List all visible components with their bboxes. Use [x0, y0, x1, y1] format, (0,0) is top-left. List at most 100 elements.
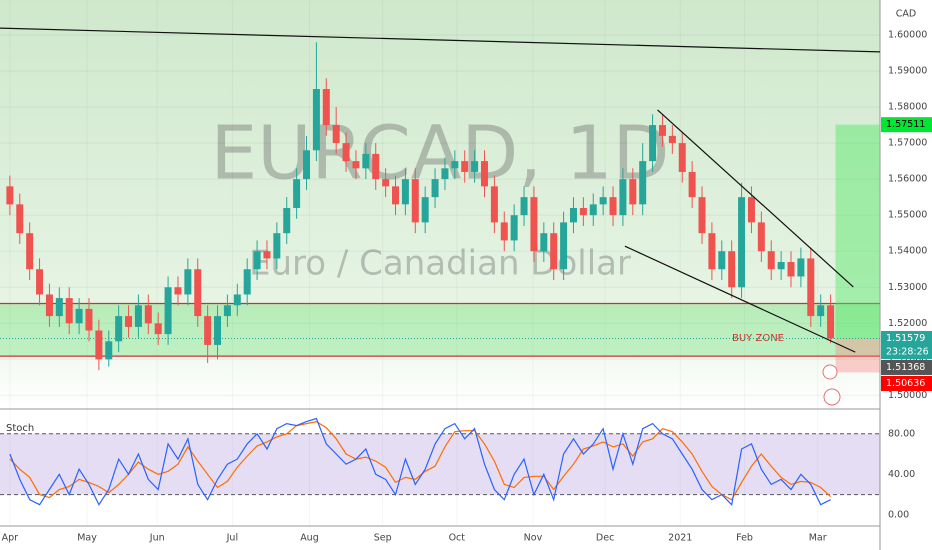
position-target — [835, 124, 880, 339]
candle-body — [767, 251, 775, 270]
candle-body — [520, 197, 528, 216]
candle-body — [560, 222, 568, 270]
candle-body — [431, 179, 439, 198]
candle-body — [589, 204, 597, 216]
candle-body — [550, 233, 558, 270]
candle-body — [629, 179, 637, 205]
stoch-line — [9, 420, 832, 501]
candle-body — [273, 233, 281, 259]
candle-body — [194, 269, 202, 317]
x-tick-label: Mar — [809, 533, 827, 544]
candle-body — [16, 204, 24, 234]
candle-body — [817, 305, 825, 317]
candle-body — [827, 305, 835, 339]
candle-body — [352, 161, 360, 169]
x-tick-label: Sep — [374, 533, 392, 544]
candle-body — [619, 179, 627, 216]
candle-body — [708, 233, 716, 270]
candle-body — [293, 179, 301, 208]
candle-body — [85, 308, 93, 331]
price-tag-label: 1.57511 — [886, 119, 925, 130]
candle-body — [36, 269, 44, 295]
candle-body — [451, 161, 459, 169]
candle-body — [105, 341, 113, 360]
y-tick-label: 1.58000 — [888, 102, 927, 113]
watermark-description: Euro / Canadian Dollar — [249, 244, 631, 284]
candle-body — [757, 222, 765, 252]
y-tick-label: 1.51000 — [888, 354, 927, 365]
candle-body — [263, 251, 271, 259]
candle-body — [115, 316, 123, 342]
price-tag — [881, 359, 932, 375]
candle-body — [184, 269, 192, 295]
y-tick-label: 1.57000 — [888, 138, 927, 149]
price-tag — [881, 375, 932, 391]
candle-body — [75, 308, 83, 324]
stoch-tick-label: 0.00 — [888, 509, 909, 520]
candle-body — [421, 197, 429, 223]
candle-body — [45, 294, 53, 317]
y-tick-label: 1.50000 — [888, 390, 927, 401]
candle-body — [490, 186, 498, 223]
candle-body — [312, 89, 320, 151]
candle-body — [55, 298, 63, 317]
candle-body — [174, 287, 182, 295]
indicator-name: Stoch — [6, 423, 34, 434]
candle-body — [658, 125, 666, 136]
candle-body — [303, 150, 311, 180]
candle-body — [243, 269, 251, 295]
stoch-tick-label: 40.00 — [888, 469, 915, 480]
event-icon — [823, 388, 841, 406]
candle-body — [678, 143, 686, 172]
candle-body — [392, 186, 400, 205]
countdown-label: 23:28:26 — [886, 346, 929, 357]
candle-body — [283, 207, 291, 234]
currency-label: CAD — [896, 9, 916, 20]
price-tag-label: 1.51579 — [886, 333, 925, 344]
x-tick-label: Apr — [2, 533, 19, 544]
price-tag-label: 1.51368 — [886, 362, 925, 373]
candle-body — [471, 161, 479, 172]
candle-body — [738, 197, 746, 288]
candle-body — [688, 171, 696, 198]
price-tag-label: 1.50636 — [886, 378, 925, 389]
candle-body — [480, 161, 488, 187]
x-tick-label: Nov — [524, 533, 543, 544]
candle-body — [441, 168, 449, 180]
stoch-line — [9, 417, 831, 506]
x-tick-label: Jul — [226, 533, 238, 544]
candle-body — [540, 233, 548, 252]
candle-body — [718, 251, 726, 270]
event-icon — [822, 364, 838, 380]
x-tick-label: Aug — [300, 533, 319, 544]
candle-body — [609, 197, 617, 216]
buy-zone-label: BUY ZONE — [732, 333, 784, 344]
candle-body — [332, 125, 340, 144]
y-tick-label: 1.60000 — [888, 29, 927, 40]
x-tick-label: May — [77, 533, 97, 544]
candle-body — [411, 179, 419, 223]
candle-body — [579, 207, 587, 216]
candle-body — [204, 316, 212, 345]
candle-body — [787, 262, 795, 277]
candle-body — [223, 305, 231, 317]
stoch-tick-label: 80.00 — [888, 428, 915, 439]
candle-body — [649, 125, 657, 162]
candle-body — [510, 215, 518, 241]
price-tag — [881, 330, 932, 359]
chart-background — [0, 0, 880, 408]
candle-body — [599, 197, 607, 205]
x-tick-label: Dec — [596, 533, 614, 544]
candle-body — [164, 287, 172, 335]
candle-body — [6, 186, 14, 205]
candle-body — [214, 316, 222, 345]
candle-body — [65, 298, 73, 324]
price-tag — [881, 117, 932, 133]
candle-body — [26, 233, 34, 270]
trendline — [0, 27, 881, 53]
candle-body — [461, 161, 469, 172]
price-axis-background — [880, 0, 932, 550]
x-tick-label: Jun — [149, 533, 165, 544]
candle-body — [372, 153, 380, 180]
candle-body — [342, 143, 350, 162]
